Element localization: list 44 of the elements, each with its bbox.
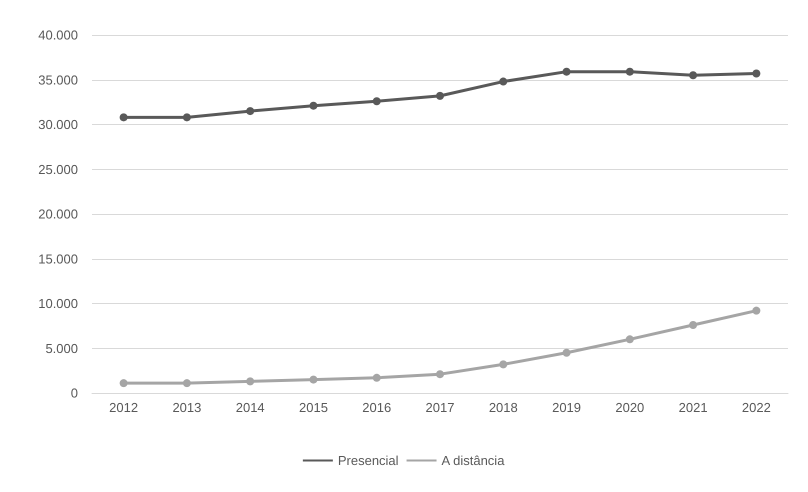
y-tick-label: 30.000 bbox=[38, 117, 78, 132]
point bbox=[182, 113, 191, 122]
x-tick-label: 2012 bbox=[109, 400, 138, 415]
x-tick-label: 2019 bbox=[552, 400, 582, 415]
point bbox=[436, 92, 444, 100]
point bbox=[120, 113, 128, 122]
x-tick-label: 2017 bbox=[426, 400, 454, 415]
y-tick-label: 5.000 bbox=[45, 340, 78, 356]
legend-label: Presencial bbox=[338, 453, 399, 468]
point bbox=[499, 360, 508, 368]
point bbox=[182, 379, 191, 388]
point bbox=[309, 102, 318, 110]
point bbox=[562, 68, 571, 76]
point bbox=[562, 348, 571, 357]
y-tick-label: 35.000 bbox=[38, 72, 78, 88]
x-tick-label: 2013 bbox=[172, 400, 202, 415]
point bbox=[120, 379, 128, 388]
y-tick-label: 25.000 bbox=[38, 162, 78, 177]
point bbox=[246, 107, 254, 116]
point bbox=[626, 335, 634, 344]
point bbox=[372, 97, 381, 106]
x-tick-label: 2015 bbox=[298, 400, 328, 415]
y-tick-label: 20.000 bbox=[38, 206, 78, 222]
point bbox=[309, 376, 318, 384]
point bbox=[689, 320, 698, 329]
x-tick-label: 2021 bbox=[678, 400, 708, 415]
y-tick-label: 10.000 bbox=[38, 296, 78, 311]
point bbox=[626, 68, 634, 76]
x-tick-label: 2014 bbox=[236, 400, 265, 415]
legend-label: A distância bbox=[442, 453, 506, 468]
point bbox=[752, 69, 760, 78]
point bbox=[689, 71, 698, 80]
x-tick-label: 2020 bbox=[615, 400, 644, 415]
point bbox=[752, 306, 760, 315]
y-tick-label: 40.000 bbox=[38, 28, 78, 42]
point bbox=[372, 374, 381, 382]
x-tick-label: 2018 bbox=[488, 400, 518, 415]
point bbox=[246, 377, 254, 386]
y-tick-label: 0 bbox=[70, 386, 78, 400]
y-tick-label: 15.000 bbox=[38, 251, 78, 266]
x-tick-label: 2022 bbox=[742, 400, 771, 415]
point bbox=[499, 78, 508, 86]
x-tick-label: 2016 bbox=[362, 400, 392, 415]
point bbox=[436, 370, 444, 378]
